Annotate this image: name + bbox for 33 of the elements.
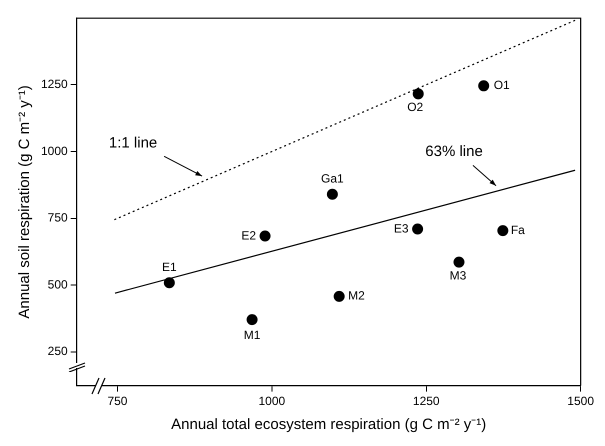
x-tick-label: 750 — [107, 394, 128, 408]
y-tick-label: 250 — [48, 344, 68, 358]
y-tick-label: 1250 — [40, 77, 68, 92]
annotation: O2 — [407, 100, 424, 114]
point — [412, 88, 424, 100]
annotation: M2 — [348, 288, 366, 303]
annotation: Ga1 — [321, 172, 344, 186]
x-tick-label: 1250 — [412, 394, 440, 408]
point — [326, 188, 338, 200]
x-tick-label: 1500 — [567, 394, 594, 408]
y-tick-label: 1000 — [40, 144, 68, 158]
annotation: E2 — [241, 228, 256, 242]
y-axis-title: Annual soil respiration (g C m⁻² y⁻¹) — [16, 85, 34, 319]
point — [260, 230, 271, 242]
y-tick-label: 750 — [48, 210, 68, 225]
point — [453, 256, 464, 268]
annotation: O1 — [494, 78, 510, 92]
y-tick-label: 500 — [48, 277, 68, 292]
x-tick-label: 1000 — [258, 394, 286, 408]
point — [497, 225, 508, 236]
annotation: 1:1 line — [108, 134, 158, 152]
point — [412, 224, 424, 235]
annotation: E1 — [162, 260, 177, 274]
point — [334, 290, 345, 302]
annotation: Fa — [510, 222, 526, 237]
point — [246, 314, 258, 326]
annotation: M3 — [450, 268, 467, 282]
point — [164, 277, 175, 288]
annotation: E3 — [394, 221, 409, 236]
x-axis-title: Annual total ecosystem respiration (g C m⁻² y⁻¹) — [171, 416, 486, 434]
annotation: 63% line — [425, 142, 483, 160]
point — [478, 80, 490, 92]
annotation: M1 — [244, 328, 261, 342]
